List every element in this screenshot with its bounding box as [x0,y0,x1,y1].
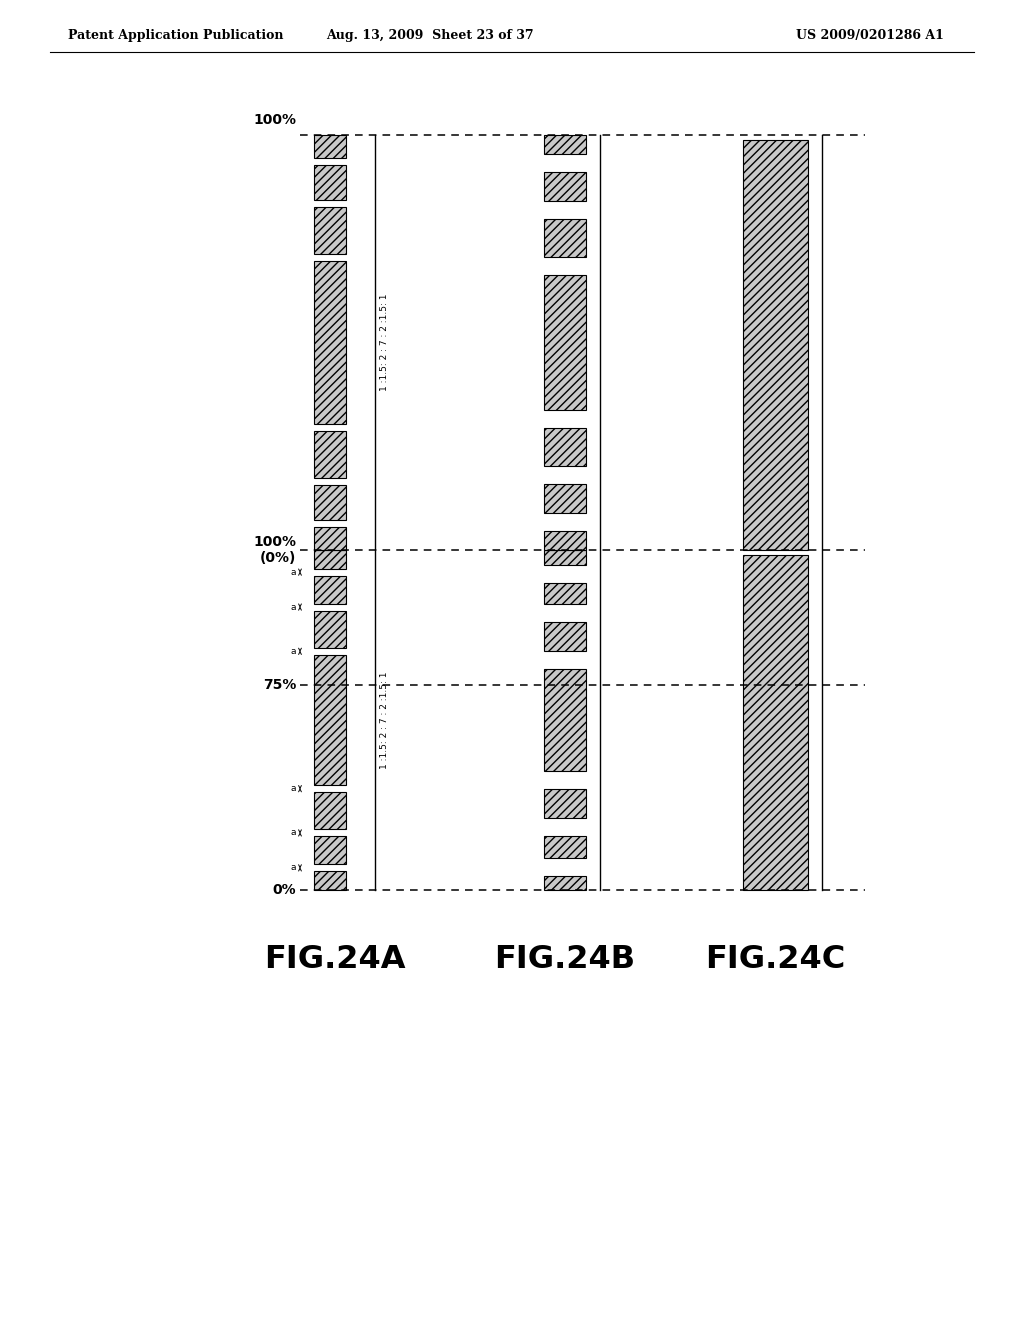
Text: 100%: 100% [253,114,296,127]
Bar [314,837,346,865]
Text: FIG.24C: FIG.24C [705,945,845,975]
Bar [544,789,586,818]
Text: FIG.24B: FIG.24B [495,945,636,975]
Text: a: a [291,829,296,837]
Bar [544,550,586,565]
Bar [314,135,346,158]
Bar [314,550,346,569]
Text: a: a [291,863,296,873]
Text: a: a [291,568,296,577]
Bar [544,669,586,771]
Text: 75%: 75% [262,678,296,692]
Bar [544,276,586,409]
Bar [743,140,808,550]
Bar [314,484,346,520]
Bar [544,582,586,605]
Bar [314,165,346,201]
Bar [314,655,346,785]
Text: FIG.24A: FIG.24A [264,945,406,975]
Bar [544,428,586,466]
Bar [544,531,586,550]
Text: 100%
(0%): 100% (0%) [253,536,296,565]
Text: 1 :1.5: 2 : 7 : 2 :1.5: 1: 1 :1.5: 2 : 7 : 2 :1.5: 1 [380,672,389,768]
Bar [544,484,586,512]
Bar [314,576,346,603]
Bar [314,527,346,550]
Bar [544,172,586,201]
Text: 1 :1.5: 2 : 7 : 2 :1.5: 1: 1 :1.5: 2 : 7 : 2 :1.5: 1 [380,294,389,391]
Bar [314,792,346,829]
Bar [743,554,808,890]
Bar [544,875,586,890]
Bar [544,622,586,651]
Bar [544,219,586,257]
Text: a: a [291,784,296,793]
Bar [314,207,346,253]
Bar [314,871,346,890]
Bar [314,432,346,478]
Text: 0%: 0% [272,883,296,898]
Bar [314,261,346,424]
Bar [314,611,346,648]
Text: a: a [291,647,296,656]
Text: US 2009/0201286 A1: US 2009/0201286 A1 [796,29,944,41]
Text: a: a [291,602,296,611]
Bar [544,135,586,154]
Text: Patent Application Publication: Patent Application Publication [68,29,284,41]
Text: Aug. 13, 2009  Sheet 23 of 37: Aug. 13, 2009 Sheet 23 of 37 [327,29,534,41]
Bar [544,836,586,858]
